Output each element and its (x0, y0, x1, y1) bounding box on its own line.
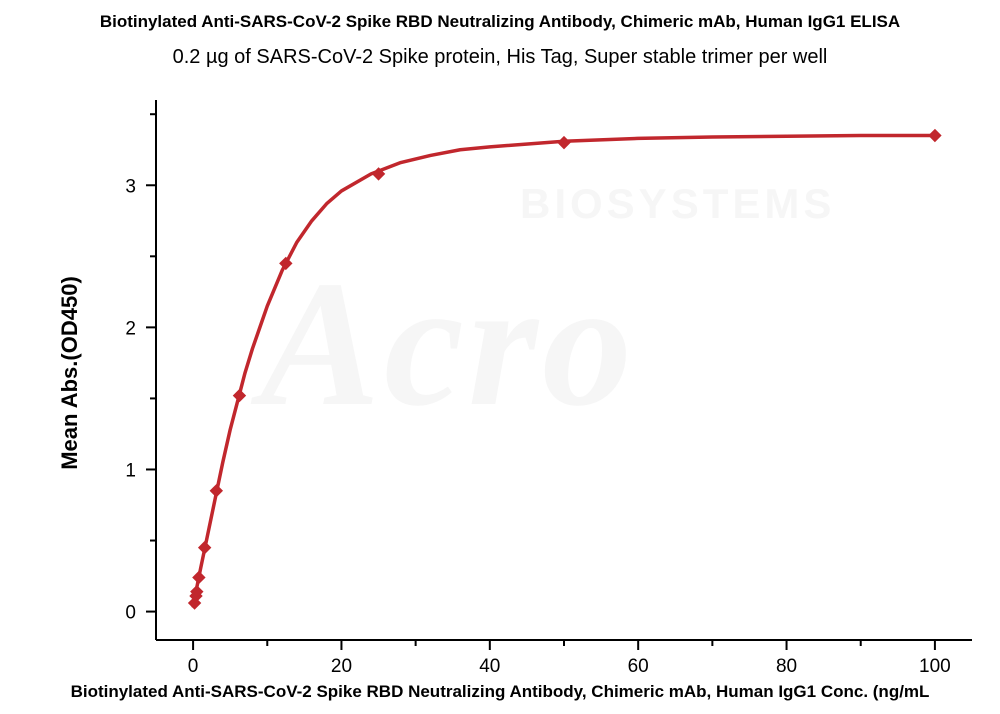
y-tick-label: 0 (125, 603, 136, 624)
fit-curve (193, 136, 935, 606)
y-tick-label: 2 (125, 318, 136, 339)
x-tick-label: 60 (628, 656, 649, 677)
chart-canvas: BIOSYSTEMS Acro Biotinylated Anti-SARS-C… (0, 0, 1000, 714)
x-tick-label: 20 (331, 656, 352, 677)
data-point (929, 130, 941, 142)
x-tick-label: 40 (479, 656, 500, 677)
x-tick-label: 80 (776, 656, 797, 677)
x-tick-label: 0 (188, 656, 199, 677)
data-point (199, 542, 211, 554)
data-point (233, 390, 245, 402)
y-tick-label: 3 (125, 176, 136, 197)
data-point (558, 137, 570, 149)
y-tick-label: 1 (125, 460, 136, 481)
plot-svg: 0 20 40 60 80 100 0 1 2 3 (0, 0, 1000, 714)
x-tick-label: 100 (919, 656, 951, 677)
data-point (280, 257, 292, 269)
data-point (193, 571, 205, 583)
data-point (210, 485, 222, 497)
